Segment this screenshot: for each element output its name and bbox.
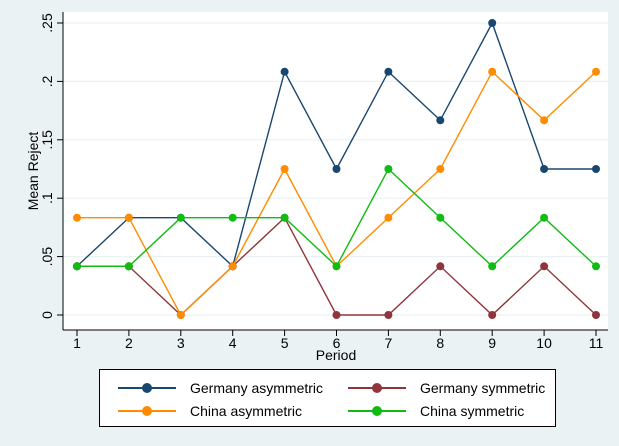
data-point-china-symmetric	[592, 262, 600, 271]
legend-swatch-germany-asymmetric	[118, 378, 176, 398]
data-point-germany-asymmetric	[280, 67, 289, 76]
legend-swatch-china-symmetric	[348, 401, 406, 421]
data-point-china-symmetric	[73, 262, 81, 271]
y-tick-label: .2	[39, 75, 55, 87]
data-point-china-asymmetric	[436, 165, 445, 173]
data-point-china-symmetric	[436, 213, 445, 222]
data-point-germany-asymmetric	[436, 116, 445, 125]
data-point-germany-asymmetric	[384, 67, 393, 76]
data-point-china-asymmetric	[488, 67, 497, 76]
data-point-china-symmetric	[332, 262, 341, 271]
legend-swatch-germany-symmetric	[348, 378, 406, 398]
legend-item-china-symmetric: China symmetric	[348, 401, 524, 421]
y-tick-label: .05	[39, 247, 55, 267]
data-point-china-asymmetric	[384, 213, 393, 222]
legend-label: China asymmetric	[190, 403, 303, 419]
y-tick-label: 0	[39, 311, 55, 319]
data-point-germany-asymmetric	[488, 19, 497, 27]
data-point-china-symmetric	[488, 262, 497, 271]
y-tick-label: .25	[39, 13, 55, 33]
data-point-china-symmetric	[124, 262, 133, 271]
y-axis-title: Mean Reject	[25, 132, 41, 211]
data-point-china-asymmetric	[73, 213, 81, 222]
x-tick-label: 9	[488, 335, 496, 351]
data-point-china-symmetric	[540, 213, 549, 222]
data-point-china-symmetric	[228, 213, 237, 222]
data-point-china-asymmetric	[124, 213, 133, 222]
data-point-china-symmetric	[176, 213, 185, 222]
legend-label: Germany asymmetric	[190, 380, 324, 396]
x-axis-title: Period	[316, 347, 356, 363]
legend-label: China symmetric	[420, 403, 525, 419]
data-point-germany-symmetric	[540, 262, 549, 271]
data-point-germany-asymmetric	[332, 165, 341, 173]
data-point-china-asymmetric	[176, 311, 185, 319]
x-tick-label: 6	[333, 335, 341, 351]
data-point-china-symmetric	[384, 165, 393, 173]
x-tick-label: 11	[589, 335, 604, 351]
data-point-china-asymmetric	[540, 116, 549, 125]
data-point-china-asymmetric	[280, 165, 289, 173]
data-point-germany-symmetric	[436, 262, 445, 271]
data-point-germany-asymmetric	[540, 165, 549, 173]
legend-item-germany-asymmetric: Germany asymmetric	[118, 378, 323, 398]
data-point-germany-symmetric	[488, 311, 497, 319]
x-tick-label: 3	[177, 335, 185, 351]
data-point-germany-symmetric	[332, 311, 341, 319]
legend-item-china-asymmetric: China asymmetric	[118, 401, 302, 421]
data-point-china-asymmetric	[228, 262, 237, 271]
legend-swatch-china-asymmetric	[118, 401, 176, 421]
data-point-germany-symmetric	[384, 311, 393, 319]
x-tick-label: 1	[73, 335, 81, 351]
x-tick-label: 7	[385, 335, 393, 351]
x-tick-label: 5	[281, 335, 289, 351]
y-tick-label: .15	[39, 130, 55, 150]
data-point-china-asymmetric	[592, 67, 600, 76]
x-tick-label: 4	[229, 335, 237, 351]
x-tick-label: 2	[125, 335, 133, 351]
legend: Germany asymmetric Germany symmetric Chi…	[99, 369, 556, 427]
data-point-germany-symmetric	[592, 311, 600, 319]
data-point-china-symmetric	[280, 213, 289, 222]
data-point-germany-asymmetric	[592, 165, 600, 173]
x-tick-label: 10	[536, 335, 552, 351]
x-tick-label: 8	[436, 335, 444, 351]
y-tick-label: .1	[39, 192, 55, 204]
legend-item-germany-symmetric: Germany symmetric	[348, 378, 545, 398]
legend-label: Germany symmetric	[420, 380, 546, 396]
